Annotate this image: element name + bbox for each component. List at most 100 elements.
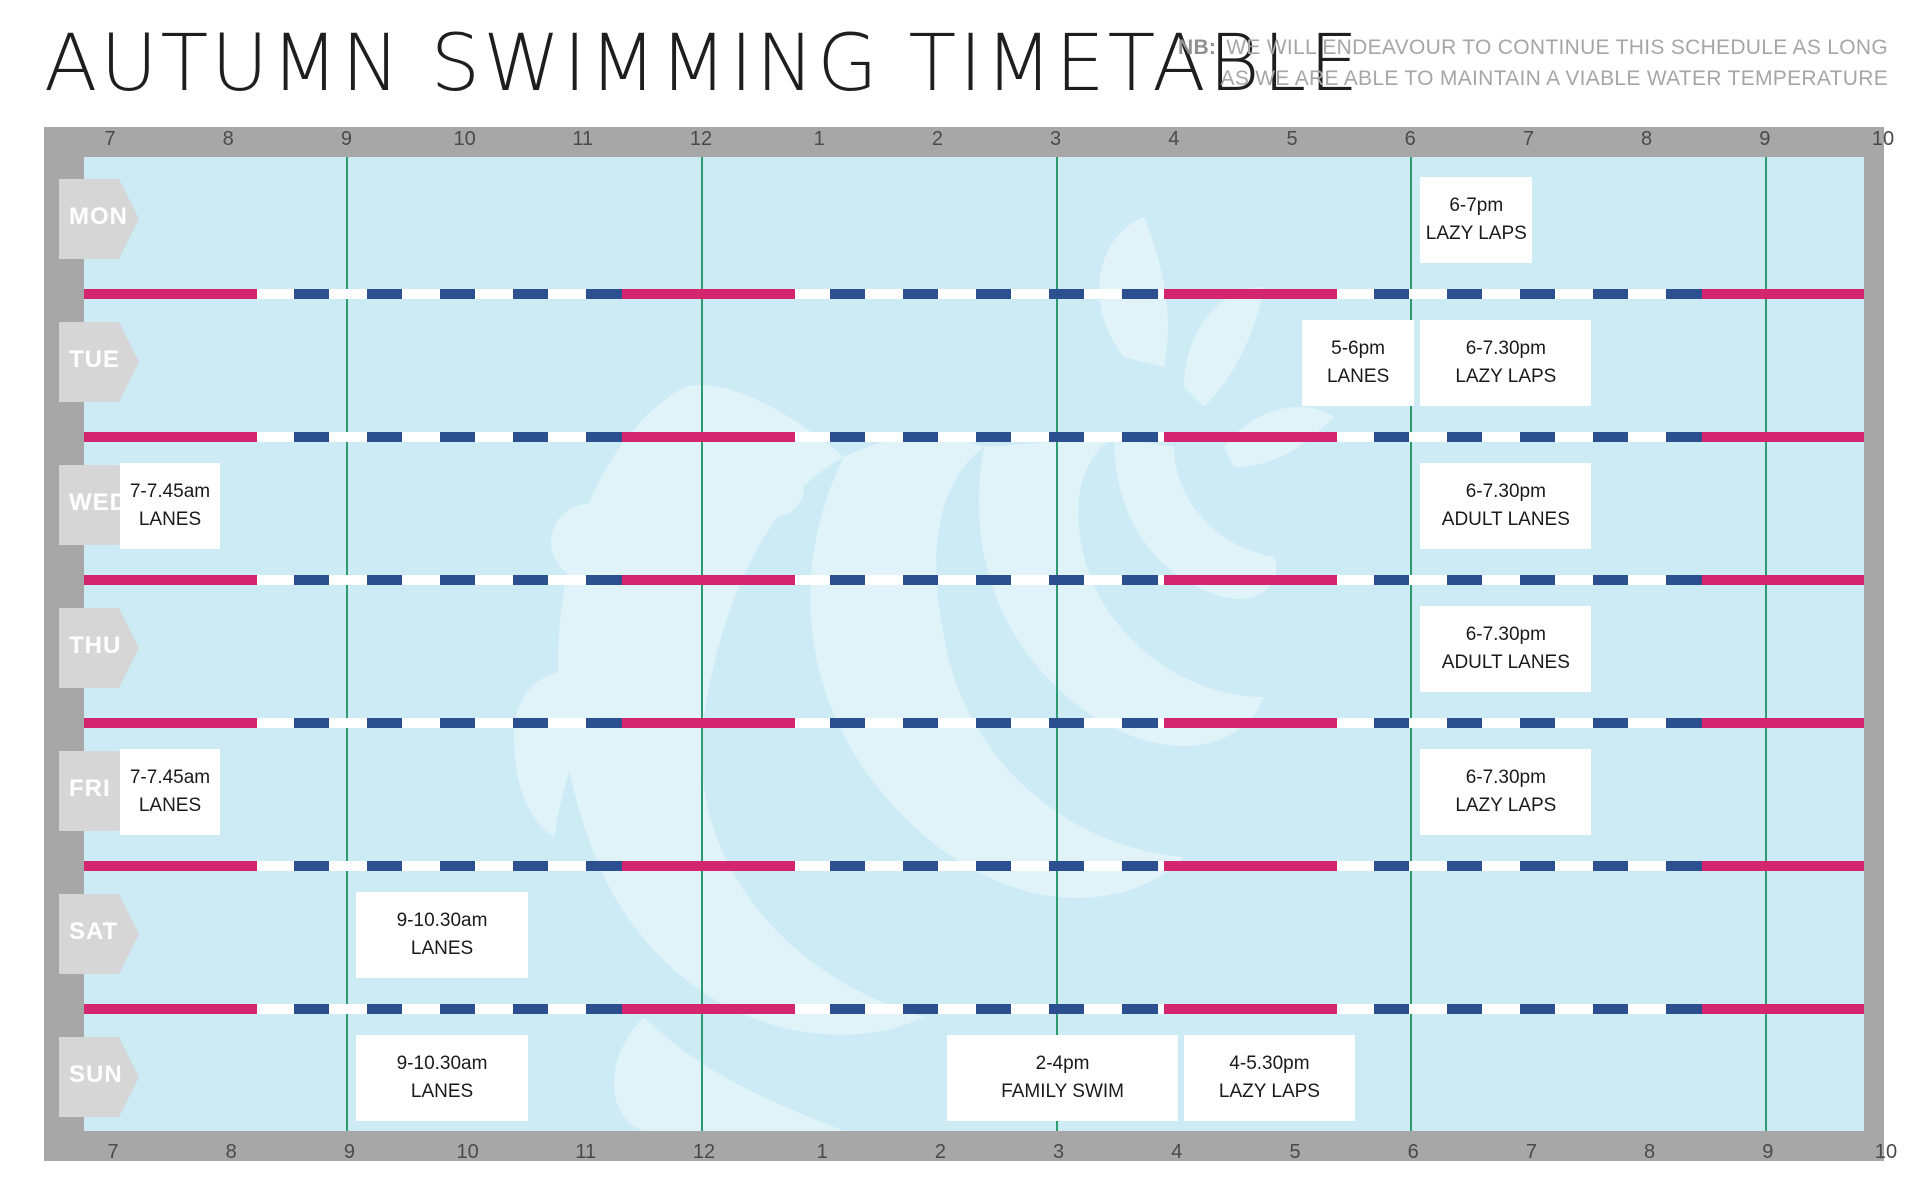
lane-rope: [84, 718, 1864, 728]
session-block[interactable]: 6-7.30pm LAZY LAPS: [1420, 320, 1592, 406]
bottom-hour-tick: 7: [107, 1141, 119, 1163]
bottom-hour-tick: 1: [816, 1141, 828, 1163]
top-hour-tick: 7: [104, 128, 116, 150]
session-time: 9-10.30am: [396, 910, 488, 931]
bottom-hour-tick: 10: [456, 1141, 479, 1163]
hour-gridline: [346, 157, 349, 1131]
tag-shape-icon: [59, 608, 139, 688]
session-time: 6-7.30pm: [1465, 338, 1546, 359]
session-time: 7-7.45am: [129, 481, 211, 502]
session-name: LAZY LAPS: [1218, 1081, 1320, 1102]
day-tag-tue: TUE: [59, 322, 139, 402]
session-block[interactable]: 6-7.30pm ADULT LANES: [1420, 463, 1592, 549]
bottom-hour-tick: 4: [1171, 1141, 1183, 1163]
lane-rope: [84, 575, 1864, 585]
hour-gridline: [1410, 157, 1413, 1131]
top-hour-tick: 7: [1522, 128, 1534, 150]
session-name: FAMILY SWIM: [1001, 1081, 1124, 1102]
bottom-hour-tick: 5: [1289, 1141, 1301, 1163]
day-tag-sun: SUN: [59, 1037, 139, 1117]
top-hour-tick: 10: [453, 128, 476, 150]
day-label: MON: [69, 203, 128, 230]
session-block[interactable]: 6-7.30pm ADULT LANES: [1420, 606, 1592, 692]
day-label: SAT: [69, 918, 119, 945]
tag-shape-icon: [59, 1037, 139, 1117]
session-name: ADULT LANES: [1441, 652, 1570, 673]
top-hour-tick: 8: [222, 128, 234, 150]
lane-rope: [84, 861, 1864, 871]
notice-line-1: NB: WE WILL ENDEAVOUR TO CONTINUE THIS SC…: [1178, 36, 1888, 59]
tag-shape-icon: [59, 751, 139, 831]
session-name: LANES: [1326, 366, 1390, 387]
notice-label: NB:: [1178, 36, 1217, 59]
bottom-hour-tick: 9: [343, 1141, 355, 1163]
hour-gridline: [1764, 157, 1767, 1131]
top-hour-tick: 8: [1641, 128, 1653, 150]
session-time: 5-6pm: [1331, 338, 1386, 359]
top-hour-tick: 9: [340, 128, 352, 150]
day-tag-wed: WED: [59, 465, 139, 545]
bottom-hour-tick: 9: [1762, 1141, 1774, 1163]
session-time: 6-7.30pm: [1465, 767, 1546, 788]
bottom-hour-tick: 12: [692, 1141, 716, 1163]
hour-gridline: [1055, 157, 1058, 1131]
top-hour-tick: 3: [1050, 128, 1062, 150]
session-time: 6-7.30pm: [1465, 624, 1546, 645]
bottom-hour-tick: 11: [575, 1141, 597, 1163]
splash-watermark-icon: [514, 217, 1334, 1131]
day-tag-sat: SAT: [59, 894, 139, 974]
page-title: AUTUMN SWIMMING TIMETABLE: [44, 19, 1362, 109]
bottom-hour-tick: 7: [1525, 1141, 1537, 1163]
top-hour-tick: 9: [1759, 128, 1771, 150]
top-hour-tick: 2: [931, 128, 943, 150]
session-name: LANES: [410, 1081, 474, 1102]
top-hour-tick: 5: [1286, 128, 1298, 150]
session-time: 6-7pm: [1449, 195, 1504, 216]
top-hour-tick: 10: [1871, 128, 1895, 150]
session-block[interactable]: 6-7pm LAZY LAPS: [1420, 177, 1533, 263]
session-name: ADULT LANES: [1441, 509, 1570, 530]
session-name: LANES: [410, 938, 474, 959]
session-time: 4-5.30pm: [1229, 1053, 1310, 1074]
notice-line-2: AS WE ARE ABLE TO MAINTAIN A VIABLE WATE…: [1220, 67, 1888, 90]
session-block[interactable]: 4-5.30pm LAZY LAPS: [1183, 1035, 1356, 1121]
hour-gridline: [701, 157, 703, 1131]
session-block[interactable]: 2-4pm FAMILY SWIM: [947, 1035, 1178, 1121]
tag-shape-icon: [59, 894, 139, 974]
session-block[interactable]: 5-6pm LANES: [1302, 320, 1415, 406]
session-block[interactable]: 9-10.30am LANES: [356, 1035, 528, 1121]
lane-rope: [84, 289, 1864, 299]
day-tag-mon: MON: [59, 179, 139, 259]
top-hour-tick: 4: [1168, 128, 1180, 150]
tag-shape-icon: [59, 465, 139, 545]
bottom-hour-tick: 3: [1053, 1141, 1065, 1163]
session-time: 9-10.30am: [396, 1053, 488, 1074]
session-block[interactable]: 6-7.30pm LAZY LAPS: [1420, 749, 1592, 835]
bottom-hour-tick: 10: [1874, 1141, 1898, 1163]
session-time: 2-4pm: [1035, 1053, 1090, 1074]
day-label: WED: [69, 489, 128, 516]
lane-rope: [84, 1004, 1864, 1014]
session-block[interactable]: 7-7.45am LANES: [120, 463, 220, 549]
tag-shape-icon: [59, 179, 139, 259]
top-hour-tick: 6: [1404, 128, 1416, 150]
top-hour-tick: 12: [689, 128, 713, 150]
day-label: FRI: [69, 775, 111, 802]
top-hour-tick: 11: [572, 128, 594, 150]
session-block[interactable]: 9-10.30am LANES: [356, 892, 528, 978]
bottom-hour-tick: 8: [225, 1141, 237, 1163]
bottom-hour-tick: 6: [1407, 1141, 1419, 1163]
day-tag-thu: THU: [59, 608, 139, 688]
session-name: LAZY LAPS: [1455, 795, 1557, 816]
bottom-hour-tick: 2: [934, 1141, 946, 1163]
pool-water: [84, 157, 1864, 1131]
session-time: 7-7.45am: [129, 767, 211, 788]
lane-rope: [84, 432, 1864, 442]
day-label: SUN: [69, 1061, 123, 1088]
top-hour-tick: 1: [813, 128, 825, 150]
day-label: TUE: [69, 346, 120, 373]
session-name: LAZY LAPS: [1455, 366, 1557, 387]
bottom-hour-tick: 8: [1644, 1141, 1656, 1163]
session-name: LAZY LAPS: [1425, 223, 1527, 244]
session-block[interactable]: 7-7.45am LANES: [120, 749, 220, 835]
